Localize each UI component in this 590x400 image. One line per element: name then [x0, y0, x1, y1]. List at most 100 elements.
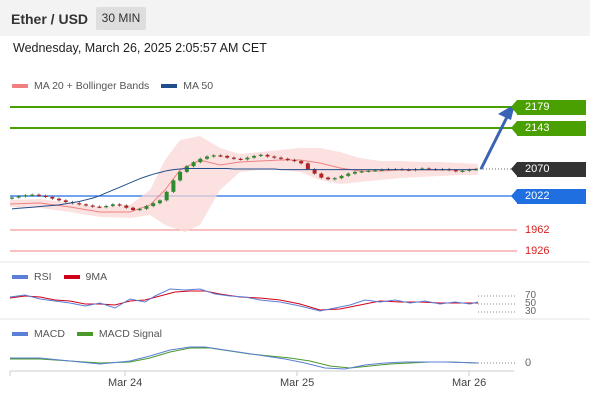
- candle-body: [57, 198, 62, 201]
- candle-body: [339, 175, 344, 179]
- candle-body: [137, 208, 142, 211]
- candle-body: [319, 173, 324, 178]
- main-legend: MA 20 + Bollinger Bands MA 50: [12, 80, 225, 92]
- candle-body: [104, 206, 109, 208]
- legend-swatch: [12, 332, 28, 336]
- candle-body: [97, 206, 102, 208]
- candle-body: [285, 158, 290, 160]
- support-label-1926: 1926: [525, 245, 550, 257]
- candle-body: [245, 157, 250, 160]
- legend-item-ma20: MA 20 + Bollinger Bands: [12, 80, 149, 92]
- candle-body: [258, 154, 263, 157]
- candle-body: [373, 170, 378, 172]
- candle-body: [164, 191, 169, 201]
- ma50-line: [11, 168, 476, 210]
- legend-label: 9MA: [85, 271, 108, 283]
- candle-body: [131, 207, 136, 211]
- candle-body: [218, 155, 223, 157]
- candle-body: [278, 157, 283, 159]
- price-tag-label: 2143: [525, 122, 550, 134]
- candle-body: [292, 159, 297, 162]
- candle-body: [191, 162, 196, 167]
- candle-body: [117, 204, 122, 206]
- legend-swatch: [63, 275, 80, 279]
- forecast-arrow: [479, 116, 509, 170]
- legend-swatch: [12, 275, 28, 279]
- candle-body: [43, 195, 48, 197]
- candle-body: [211, 155, 216, 157]
- candle-body: [77, 203, 82, 205]
- candle-body: [272, 156, 277, 158]
- support-label-1962: 1962: [525, 224, 550, 236]
- candle-body: [151, 203, 156, 207]
- legend-swatch: [76, 332, 93, 336]
- candle-body: [184, 166, 189, 172]
- candle-body: [30, 194, 35, 196]
- chart-timestamp: Wednesday, March 26, 2025 2:05:57 AM CET: [13, 41, 267, 55]
- candle-body: [453, 170, 458, 172]
- forecast-arrowhead: [498, 104, 515, 120]
- rsi-9ma-line: [9, 290, 478, 311]
- bollinger-band: [10, 136, 478, 232]
- price-tag-2143: 2143: [511, 121, 586, 136]
- macd-zero-label: 0: [525, 357, 532, 369]
- rsi-level-30: 30: [525, 306, 537, 317]
- candle-body: [83, 204, 88, 206]
- candle-body: [467, 169, 472, 171]
- price-tag-current: 2070: [511, 162, 586, 177]
- timeframe-button[interactable]: 30 MIN: [96, 7, 146, 30]
- candle-body: [305, 163, 310, 170]
- candle-body: [299, 161, 304, 164]
- candle-body: [50, 196, 55, 199]
- legend-swatch: [161, 84, 178, 88]
- legend-item-macd-signal: MACD Signal: [76, 328, 162, 340]
- candle-body: [124, 205, 129, 208]
- chart-header: Ether / USD 30 MIN: [0, 0, 590, 36]
- candle-body: [157, 200, 162, 204]
- legend-item-9ma: 9MA: [63, 271, 108, 283]
- candle-body: [406, 169, 411, 171]
- legend-label: MACD: [34, 328, 65, 340]
- candle-body: [238, 158, 243, 160]
- candle-body: [23, 195, 28, 197]
- legend-item-ma50: MA 50: [161, 80, 213, 92]
- candle-body: [36, 194, 41, 196]
- candle-body: [171, 180, 176, 192]
- candle-body: [225, 155, 230, 158]
- rsi-line: [9, 288, 479, 312]
- candle-body: [90, 205, 95, 207]
- macd-signal-line: [10, 347, 479, 369]
- price-tag-label: 2179: [525, 101, 550, 113]
- legend-item-macd: MACD: [12, 328, 65, 340]
- candle-body: [366, 170, 371, 172]
- candle-body: [352, 171, 357, 174]
- candle-body: [346, 173, 351, 176]
- rsi-legend: RSI 9MA: [12, 271, 119, 283]
- legend-label: MA 50: [183, 80, 214, 92]
- candle-body: [144, 206, 149, 209]
- price-tag-2179: 2179: [511, 100, 586, 115]
- instrument-title: Ether / USD: [11, 11, 89, 27]
- candle-body: [326, 177, 331, 180]
- candle-body: [63, 200, 68, 203]
- legend-swatch: [12, 84, 28, 88]
- candle-body: [265, 154, 270, 157]
- candle-body: [231, 157, 236, 159]
- candle-body: [420, 168, 425, 170]
- candle-body: [16, 196, 21, 198]
- candle-body: [426, 168, 431, 170]
- candle-body: [252, 155, 257, 158]
- x-label-mar25: Mar 25: [280, 377, 315, 389]
- candle-body: [10, 197, 14, 199]
- candle-body: [460, 170, 465, 172]
- price-tag-2022: 2022: [511, 189, 586, 204]
- price-tag-label: 2070: [525, 163, 550, 175]
- legend-label: MACD Signal: [98, 328, 162, 340]
- legend-label: MA 20 + Bollinger Bands: [34, 80, 150, 92]
- candle-body: [312, 169, 317, 174]
- candle-body: [359, 171, 364, 173]
- candle-body: [198, 158, 203, 163]
- legend-label: RSI: [34, 271, 52, 283]
- rsi-level-50: 50: [525, 298, 537, 309]
